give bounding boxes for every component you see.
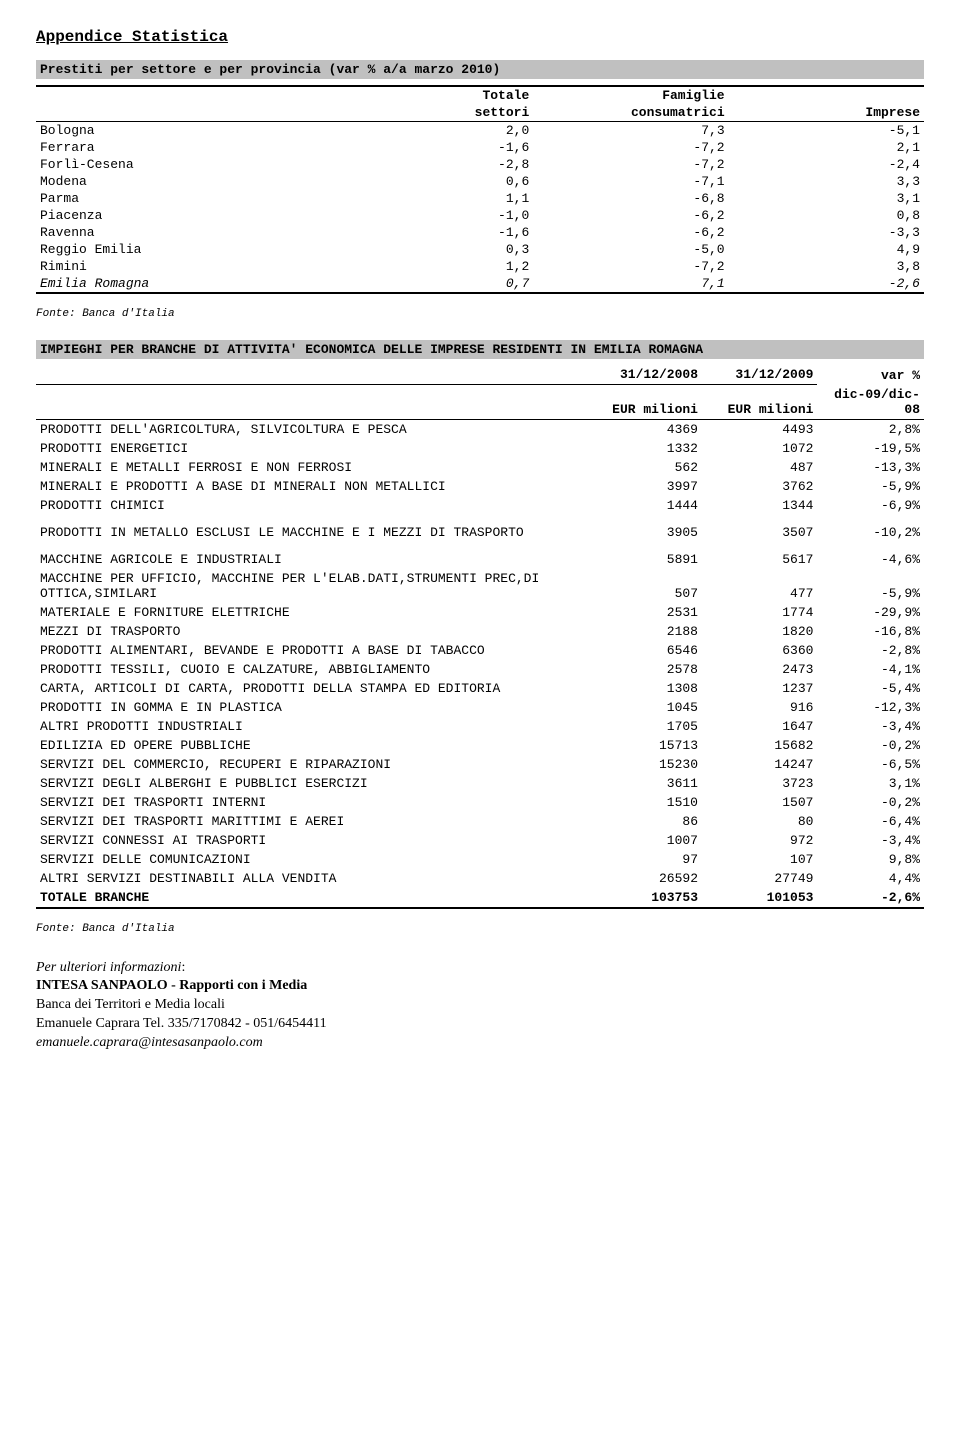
t1-h2-2: consumatrici [533, 104, 728, 122]
footer-org: INTESA SANPAOLO - Rapporti con i Media [36, 978, 307, 993]
table-row: SERVIZI CONNESSI AI TRASPORTI1007972-3,4… [36, 831, 924, 850]
table-row: PRODOTTI IN GOMMA E IN PLASTICA1045916-1… [36, 698, 924, 717]
table-row: PRODOTTI IN METALLO ESCLUSI LE MACCHINE … [36, 515, 924, 542]
table-row: MACCHINE PER UFFICIO, MACCHINE PER L'ELA… [36, 569, 924, 603]
table-row: Rimini1,2-7,23,8 [36, 258, 924, 275]
t2-var: var % [817, 365, 924, 385]
section1-banner: Prestiti per settore e per provincia (va… [36, 60, 924, 79]
t2-unit2: EUR milioni [702, 385, 817, 420]
table-row: MINERALI E PRODOTTI A BASE DI MINERALI N… [36, 477, 924, 496]
table-row: Ravenna-1,6-6,2-3,3 [36, 224, 924, 241]
table-row: SERVIZI DEL COMMERCIO, RECUPERI E RIPARA… [36, 755, 924, 774]
table-row: ALTRI PRODOTTI INDUSTRIALI17051647-3,4% [36, 717, 924, 736]
table-row: Bologna2,07,3-5,1 [36, 122, 924, 140]
table-row: CARTA, ARTICOLI DI CARTA, PRODOTTI DELLA… [36, 679, 924, 698]
footer-line3: Emanuele Caprara Tel. 335/7170842 - 051/… [36, 1016, 327, 1031]
t2-date1: 31/12/2008 [587, 365, 702, 385]
t2-date2: 31/12/2009 [702, 365, 817, 385]
table-row: PRODOTTI TESSILI, CUOIO E CALZATURE, ABB… [36, 660, 924, 679]
footer-email: emanuele.caprara@intesasanpaolo.com [36, 1035, 263, 1050]
footer-lead: Per ulteriori informazioni [36, 960, 181, 975]
table-row: PRODOTTI ALIMENTARI, BEVANDE E PRODOTTI … [36, 641, 924, 660]
footer-line2: Banca dei Territori e Media locali [36, 997, 225, 1012]
table-row: SERVIZI DELLE COMUNICAZIONI971079,8% [36, 850, 924, 869]
t1-h2-1: settori [338, 104, 533, 122]
t1-h2-3: Imprese [729, 104, 924, 122]
table-row: SERVIZI DEI TRASPORTI MARITTIMI E AEREI8… [36, 812, 924, 831]
table-row: Modena0,6-7,13,3 [36, 173, 924, 190]
table-row: MACCHINE AGRICOLE E INDUSTRIALI58915617-… [36, 542, 924, 569]
table-row: Forlì-Cesena-2,8-7,2-2,4 [36, 156, 924, 173]
table-row: Reggio Emilia0,3-5,04,9 [36, 241, 924, 258]
t1-h1-2: Famiglie [533, 86, 728, 104]
t2-unit1: EUR milioni [587, 385, 702, 420]
footer: Per ulteriori informazioni: INTESA SANPA… [36, 959, 924, 1053]
table-impieghi: 31/12/2008 31/12/2009 var % EUR milioni … [36, 365, 924, 909]
table-row: Parma1,1-6,83,1 [36, 190, 924, 207]
section2-banner: IMPIEGHI PER BRANCHE DI ATTIVITA' ECONOM… [36, 340, 924, 359]
table-row: PRODOTTI CHIMICI14441344-6,9% [36, 496, 924, 515]
section1-source: Fonte: Banca d'Italia [36, 308, 924, 320]
table-total-row: TOTALE BRANCHE103753101053-2,6% [36, 888, 924, 908]
t1-h1-1: Totale [338, 86, 533, 104]
table-row: SERVIZI DEI TRASPORTI INTERNI15101507-0,… [36, 793, 924, 812]
table-row: Emilia Romagna0,77,1-2,6 [36, 275, 924, 293]
table-row: MEZZI DI TRASPORTO21881820-16,8% [36, 622, 924, 641]
page-title: Appendice Statistica [36, 28, 924, 46]
table-row: Piacenza-1,0-6,20,8 [36, 207, 924, 224]
table-row: EDILIZIA ED OPERE PUBBLICHE1571315682-0,… [36, 736, 924, 755]
section2-source: Fonte: Banca d'Italia [36, 923, 924, 935]
table-row: ALTRI SERVIZI DESTINABILI ALLA VENDITA26… [36, 869, 924, 888]
table-row: PRODOTTI DELL'AGRICOLTURA, SILVICOLTURA … [36, 419, 924, 439]
table-row: MATERIALE E FORNITURE ELETTRICHE25311774… [36, 603, 924, 622]
table-row: MINERALI E METALLI FERROSI E NON FERROSI… [36, 458, 924, 477]
table-prestiti: Totale Famiglie settori consumatrici Imp… [36, 85, 924, 294]
table-row: SERVIZI DEGLI ALBERGHI E PUBBLICI ESERCI… [36, 774, 924, 793]
table-row: PRODOTTI ENERGETICI13321072-19,5% [36, 439, 924, 458]
t2-var2: dic-09/dic-08 [817, 385, 924, 420]
table-row: Ferrara-1,6-7,22,1 [36, 139, 924, 156]
